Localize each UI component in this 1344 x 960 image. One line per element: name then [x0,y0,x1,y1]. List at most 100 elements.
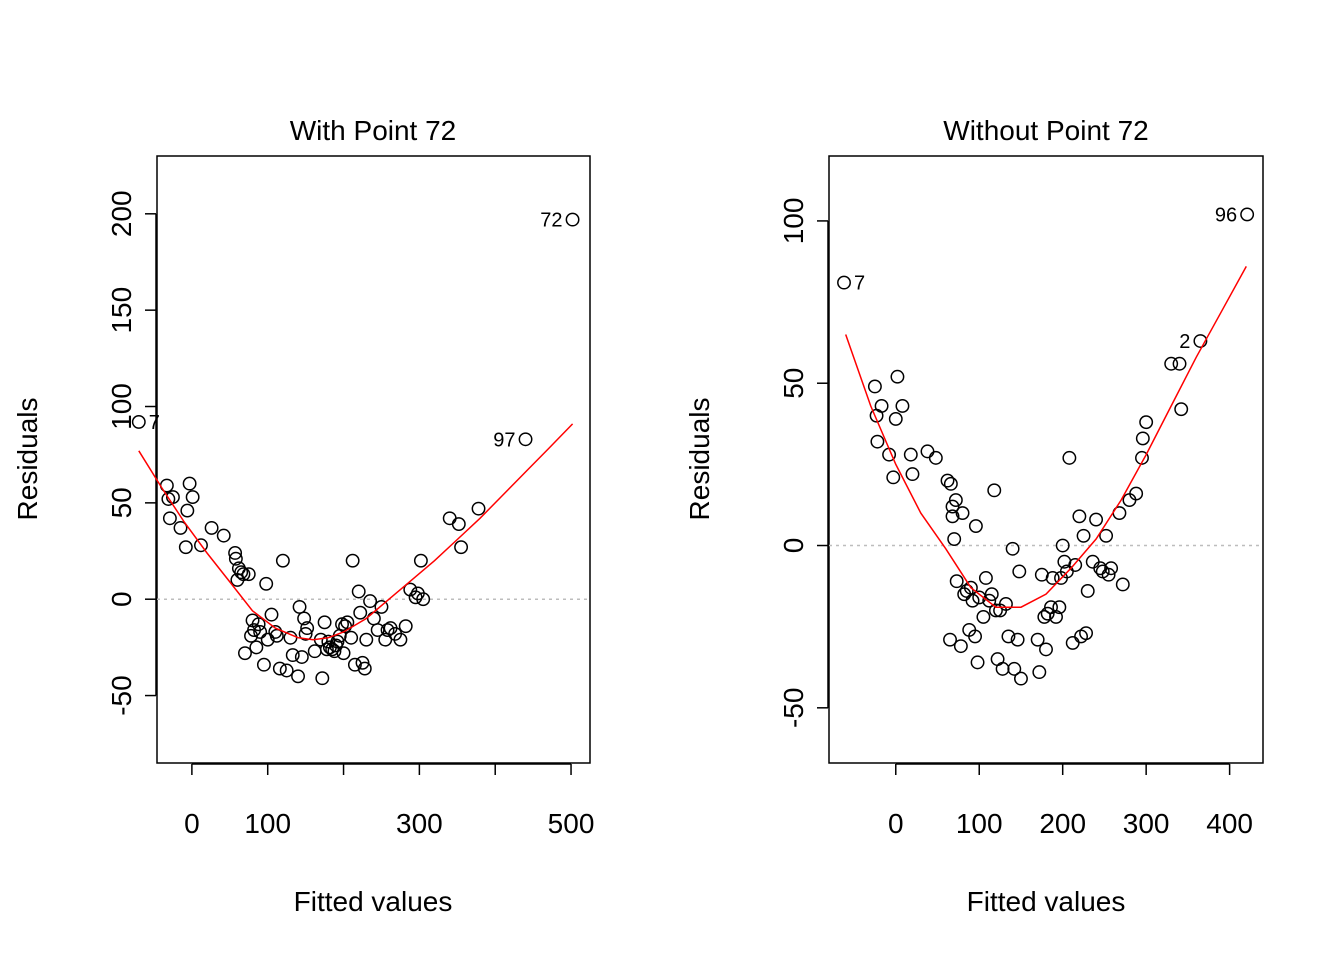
data-point [1055,538,1070,553]
data-point [180,503,195,518]
data-point [442,511,457,526]
data-point [888,411,903,426]
data-point [249,640,264,655]
data-point [565,212,580,227]
data-point [260,632,275,647]
x-tick-label: 100 [956,808,1003,839]
x-tick-label: 300 [396,808,443,839]
data-point [253,625,268,639]
data-point [413,553,428,568]
data-point [1014,671,1028,686]
data-point [228,551,243,566]
data-point [949,574,964,589]
data-point [398,619,413,634]
data-point [990,652,1005,667]
data-point [903,447,918,462]
data-point [978,571,993,585]
data-point [970,655,985,670]
data-point [1240,207,1255,222]
y-axis: -50 0 50 100 150 200 [106,190,157,716]
data-point [1045,571,1060,585]
data-point [1072,509,1087,524]
data-point [315,671,330,686]
data-point [182,476,197,491]
data-point [955,506,970,521]
panel-title: With Point 72 [290,115,457,146]
data-point [327,644,342,659]
data-point [291,669,305,684]
data-point [963,580,978,595]
data-point [998,596,1013,611]
data-point [895,398,910,413]
data-point [943,476,958,491]
data-point [297,611,312,626]
data-point [234,565,249,580]
data-point [988,603,1003,618]
panel-title: Without Point 72 [943,115,1148,146]
data-point [965,593,980,608]
data-point [353,605,368,620]
data-point [1089,512,1104,527]
data-point [345,553,360,568]
data-point [347,657,362,672]
data-point [1104,561,1119,576]
data-point [890,369,905,384]
data-point [256,657,271,672]
data-point [307,644,322,659]
y-tick-label: -50 [778,688,809,728]
x-tick-label: 0 [888,808,904,839]
y-tick-label: 0 [778,538,809,554]
data-point [953,639,968,654]
data-point [948,493,963,508]
data-point [995,661,1010,676]
y-axis: -50 0 50 100 [778,198,829,728]
x-tick-label: 200 [1039,808,1086,839]
data-point [1135,450,1149,465]
data-point [1174,402,1189,417]
data-point [1049,609,1063,624]
data-point [874,398,889,413]
data-point [1068,558,1083,572]
panel-without-point-72: Without Point 72 0 100 200 300 400 -50 0 50 100… [684,115,1264,917]
data-point [292,599,307,614]
data-point [518,432,533,447]
data-point [1129,486,1144,501]
data-point [454,540,469,555]
data-point [968,629,983,644]
data-point [1032,665,1047,680]
plot-frame [156,155,591,764]
y-tick-label: 200 [106,190,137,237]
data-point [185,490,200,505]
data-point [945,499,960,514]
data-point [374,599,389,614]
data-point [1164,356,1179,371]
data-point [131,414,146,429]
x-tick-label: 0 [184,808,200,839]
data-point [336,646,351,661]
data-point [1135,431,1150,446]
x-axis: 0 100 200 300 400 [888,763,1253,839]
data-point [317,615,332,630]
data-point [928,450,943,465]
data-point [1030,632,1045,647]
y-tick-label: 100 [778,198,809,245]
smoother-line [844,266,1247,608]
x-axis: 0 100 300 500 [184,763,594,839]
data-point [867,379,882,394]
data-point [204,520,219,535]
data-point [947,532,962,546]
data-point [165,490,180,505]
data-point [162,511,177,526]
data-point [870,434,885,449]
data-point [982,593,997,608]
point-label: 7 [854,273,865,295]
data-point [1001,629,1016,644]
x-axis-label: Fitted values [967,886,1126,917]
data-point [359,632,374,647]
data-point [363,594,378,609]
data-point [241,567,256,582]
data-point [1139,415,1154,430]
panel-with-point-72: With Point 72 0 100 300 500 -50 0 50 100 150 200… [12,115,594,917]
point-label: 72 [540,210,562,232]
data-point [920,444,935,459]
